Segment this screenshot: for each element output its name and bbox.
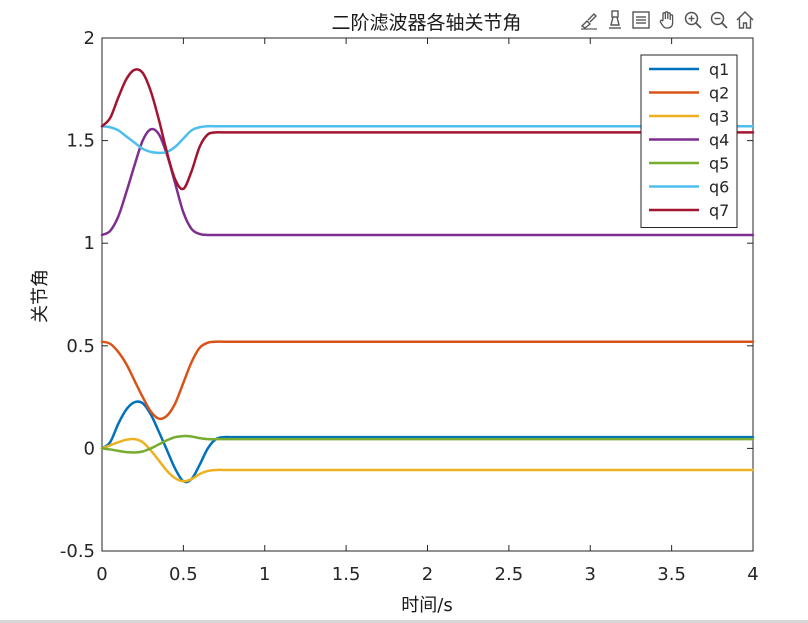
y-tick-label: -0.5 (60, 541, 95, 562)
series-line-q5 (100, 434, 755, 454)
legend[interactable]: q1 q2 q3 q4 q5 q6 q7 (640, 54, 738, 228)
axes-toolbar (578, 6, 756, 34)
legend-label-q3: q3 (709, 107, 729, 126)
legend-box (640, 54, 738, 228)
legend-label-q6: q6 (709, 178, 729, 197)
legend-label-q7: q7 (709, 201, 729, 220)
legend-toggle-icon[interactable] (630, 9, 652, 31)
x-axis-label: 时间/s (401, 595, 452, 616)
series-line-q1 (100, 400, 755, 484)
y-tick-labels: -0.5 0 0.5 1 1.5 2 (60, 28, 95, 562)
x-tick-label: 3.5 (657, 564, 686, 585)
x-tick-labels: 0 0.5 1 1.5 2 2.5 3 3.5 4 (96, 564, 758, 585)
legend-label-q4: q4 (709, 131, 729, 150)
x-tick-label: 0 (96, 564, 107, 585)
series-line-q3 (100, 437, 755, 483)
y-tick-label: 1 (84, 233, 95, 254)
window-bottom-edge (0, 620, 808, 623)
series-line-q7 (100, 68, 755, 191)
y-tick-label: 0 (84, 438, 95, 459)
brush-icon[interactable] (578, 9, 600, 31)
zoom-out-icon[interactable] (708, 9, 730, 31)
zoom-in-icon[interactable] (682, 9, 704, 31)
x-tick-label: 1.5 (332, 564, 361, 585)
y-tick-label: 2 (84, 28, 95, 49)
legend-label-q2: q2 (709, 84, 729, 103)
x-tick-label: 2.5 (495, 564, 524, 585)
y-tick-label: 1.5 (66, 131, 95, 152)
data-tips-icon[interactable] (604, 9, 626, 31)
x-tick-marks (101, 38, 754, 551)
home-icon[interactable] (734, 9, 756, 31)
y-tick-label: 0.5 (66, 336, 95, 357)
series-line-q2 (100, 340, 755, 421)
x-tick-label: 0.5 (169, 564, 198, 585)
legend-label-q1: q1 (709, 60, 729, 79)
legend-label-q5: q5 (709, 154, 729, 173)
chart-title: 二阶滤波器各轴关节角 (331, 12, 522, 34)
series-lines (100, 68, 755, 484)
y-axis-label: 关节角 (30, 269, 51, 323)
series-line-q6 (100, 124, 755, 155)
pan-hand-icon[interactable] (656, 9, 678, 31)
x-tick-label: 1 (259, 564, 270, 585)
x-tick-label: 2 (422, 564, 433, 585)
series-line-q4 (100, 127, 755, 237)
x-tick-label: 3 (585, 564, 596, 585)
x-tick-label: 4 (747, 564, 758, 585)
